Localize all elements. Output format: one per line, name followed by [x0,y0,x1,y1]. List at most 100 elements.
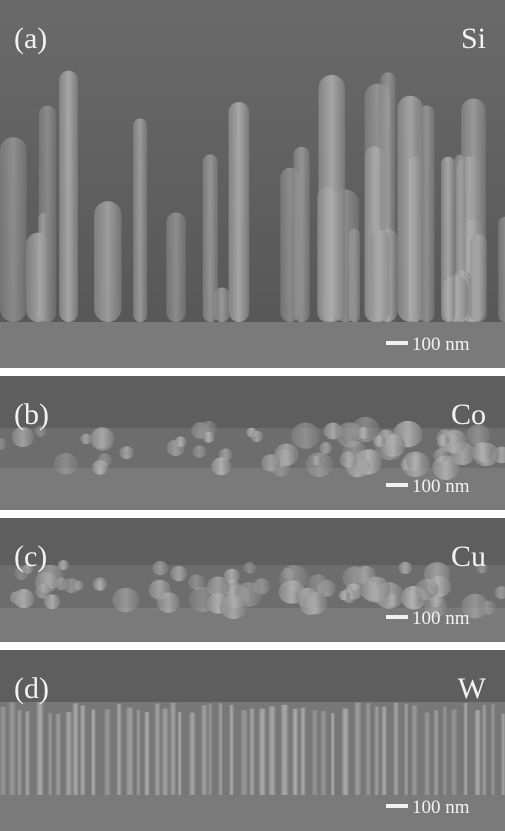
column [331,713,335,795]
panel: (d) W 100 nm [0,650,505,831]
grain [291,423,320,449]
column [292,709,299,795]
column [17,710,22,795]
column [443,707,448,795]
column [451,709,458,795]
panel-label: (a) [14,22,47,55]
column [59,71,78,322]
grain [399,562,412,574]
column [312,710,318,795]
grain [251,431,263,442]
grain [220,595,247,619]
grain [303,592,328,614]
panel-label: (b) [14,398,49,431]
grain [193,445,207,457]
grain [373,436,386,447]
column [155,704,161,795]
column [0,137,27,322]
column [501,714,505,795]
column [133,118,147,322]
column [281,705,289,795]
material-label: Cu [451,540,486,573]
column [434,710,439,795]
column [354,703,361,795]
column [170,703,177,795]
column [166,212,186,322]
column [371,230,390,322]
column [470,234,487,322]
scale-bar [386,615,408,619]
column [366,703,372,795]
column [26,233,50,322]
column [201,705,208,795]
grain [481,601,497,615]
grain [119,446,133,459]
column [441,157,455,322]
material-label: Si [461,22,486,55]
column [424,713,430,795]
grain [97,453,112,466]
scale-bar-label: 100 nm [412,797,470,818]
column [482,705,487,795]
column [116,704,121,795]
column [464,703,468,795]
column [293,147,309,322]
scale-bar-label: 100 nm [412,476,470,497]
grain [175,436,187,446]
scale-bar [386,483,408,487]
column [0,707,7,795]
grain [261,454,280,471]
column [136,710,140,795]
column [300,708,306,795]
grain [203,432,215,443]
grain [157,592,180,612]
grain [437,435,449,446]
column [104,709,111,795]
column [144,712,149,795]
column [498,217,505,322]
column [374,706,379,795]
material-label: W [458,672,487,705]
column [203,155,218,322]
panel-label: (c) [14,540,47,573]
grain [362,577,391,603]
column [9,702,16,795]
grain [54,453,78,474]
column [80,705,86,795]
column [393,703,399,795]
grain [243,562,255,573]
column [73,703,79,795]
scale-bar-label: 100 nm [412,334,470,355]
column [411,705,418,795]
column [91,710,96,795]
grain [73,580,84,590]
panel-label: (d) [14,672,49,705]
column [37,702,44,795]
grain [211,457,231,475]
grain [279,565,308,591]
column [229,705,234,795]
column [126,708,134,795]
column [321,711,327,795]
scale-bar-label: 100 nm [412,608,470,629]
grain [170,566,187,581]
column [208,703,212,795]
grain [54,577,68,590]
grain [308,574,329,593]
column [475,710,481,795]
scale-bar [386,341,408,345]
scale-bar [386,804,408,808]
column [381,707,387,795]
column [55,714,61,795]
panel: (a) Si 100 nm [0,0,505,368]
grain [472,442,493,461]
grain [112,588,139,612]
column [342,709,349,795]
grain [406,454,424,471]
column [241,710,248,795]
column [491,704,495,795]
figure: (a)Si100 nm(b)Co100 nm(c)Cu100 nm(d)W100… [0,0,505,831]
column [268,706,276,795]
column [66,712,73,795]
grain [93,578,108,591]
